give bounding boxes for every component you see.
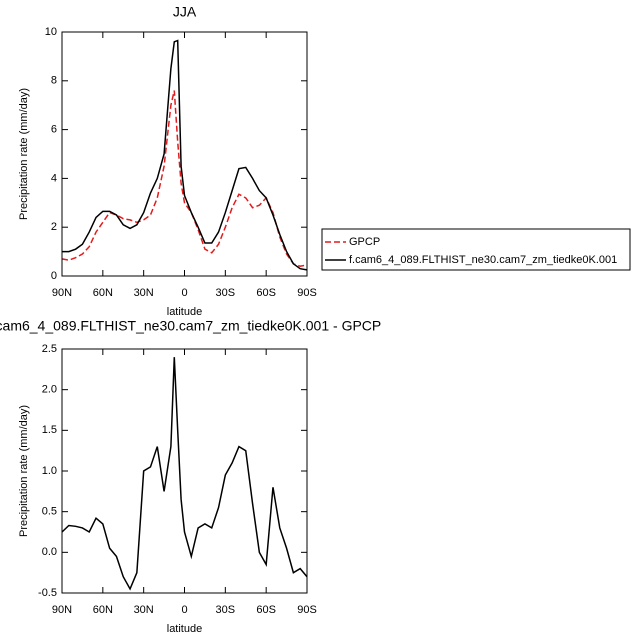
x-tick-label: 90S bbox=[297, 604, 317, 616]
x-tick-label: 30S bbox=[216, 287, 236, 299]
legend-box bbox=[321, 228, 631, 271]
data-line bbox=[61, 90, 308, 268]
y-axis-label: Precipitation rate (mm/day) bbox=[18, 405, 30, 537]
plot-frame bbox=[61, 348, 308, 594]
chart-title: f.cam6_4_089.FLTHIST_ne30.cam7_zm_tiedke… bbox=[0, 318, 381, 334]
plot-frame bbox=[61, 31, 308, 277]
y-tick-label: 6 bbox=[51, 124, 57, 136]
chart-title: JJA bbox=[173, 4, 197, 20]
x-tick-label: 60S bbox=[256, 287, 276, 299]
x-tick-label: 90S bbox=[297, 287, 317, 299]
y-tick-label: 10 bbox=[45, 26, 57, 38]
x-tick-label: 30N bbox=[134, 604, 154, 616]
y-tick-label: 2 bbox=[51, 221, 57, 233]
y-tick-label: 4 bbox=[51, 172, 57, 184]
y-tick-label: 2.5 bbox=[42, 343, 57, 355]
x-axis-label: latitude bbox=[167, 623, 202, 635]
x-tick-label: 60N bbox=[93, 287, 113, 299]
x-axis-label: latitude bbox=[167, 306, 202, 318]
x-tick-label: 90N bbox=[52, 287, 72, 299]
y-tick-label: 2.0 bbox=[42, 384, 57, 396]
legend-label: GPCP bbox=[349, 236, 380, 248]
y-tick-label: 0 bbox=[51, 270, 57, 282]
y-tick-label: 0.0 bbox=[42, 546, 57, 558]
x-tick-label: 60N bbox=[93, 604, 113, 616]
x-tick-label: 0 bbox=[181, 604, 187, 616]
y-tick-label: 1.5 bbox=[42, 424, 57, 436]
x-tick-label: 0 bbox=[181, 287, 187, 299]
x-tick-label: 90N bbox=[52, 604, 72, 616]
y-tick-label: 1.0 bbox=[42, 465, 57, 477]
y-tick-label: -0.5 bbox=[38, 587, 57, 599]
data-line bbox=[61, 357, 308, 591]
y-tick-label: 8 bbox=[51, 75, 57, 87]
data-line bbox=[62, 39, 308, 271]
legend-label: f.cam6_4_089.FLTHIST_ne30.cam7_zm_tiedke… bbox=[349, 254, 617, 266]
x-tick-label: 30S bbox=[216, 604, 236, 616]
y-tick-label: 0.5 bbox=[42, 506, 57, 518]
x-tick-label: 30N bbox=[134, 287, 154, 299]
x-tick-label: 60S bbox=[256, 604, 276, 616]
y-axis-label: Precipitation rate (mm/day) bbox=[18, 88, 30, 220]
